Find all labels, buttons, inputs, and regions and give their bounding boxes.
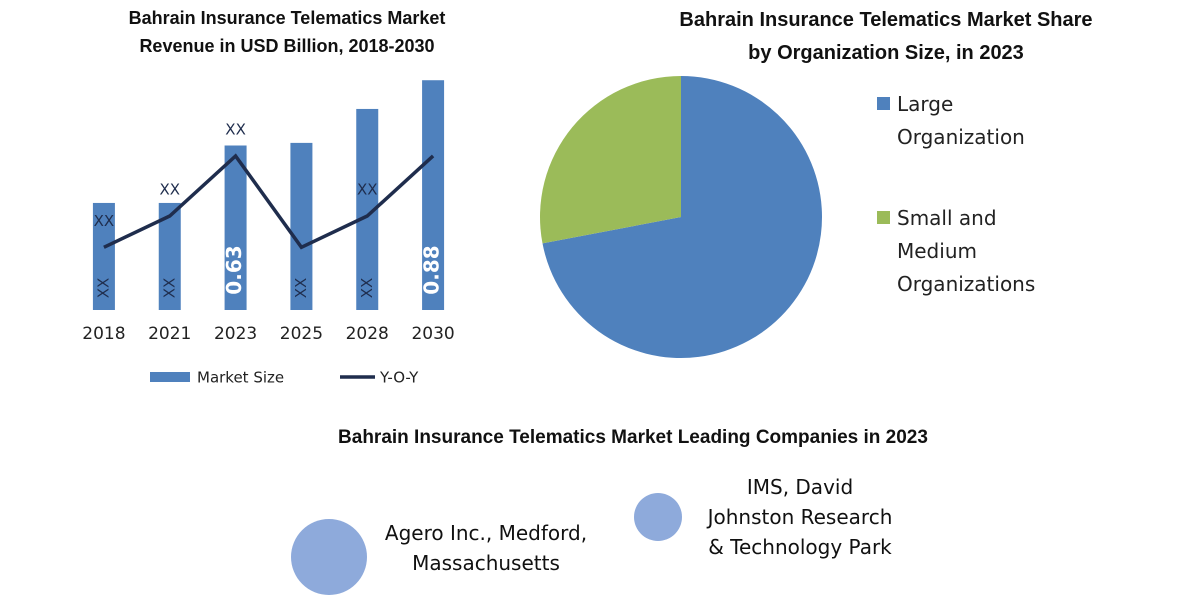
legend-label: Market Size: [197, 369, 284, 387]
x-tick-label: 2023: [214, 324, 257, 344]
bar-value-label: XX: [94, 278, 112, 299]
company-bubble: [634, 493, 682, 541]
line-value-label: XX: [225, 120, 246, 138]
company-label: Agero Inc., Medford, Massachusetts: [384, 521, 588, 575]
bar: [92, 202, 115, 310]
companies-title: Bahrain Insurance Telematics Market Lead…: [338, 427, 928, 448]
line-value-label: XX: [159, 181, 180, 199]
legend-label: Large Organization: [897, 92, 1025, 149]
x-tick-label: 2018: [82, 324, 125, 344]
x-tick-label: 2030: [411, 324, 454, 344]
legend-label: Small and Medium Organizations: [897, 206, 1036, 296]
bar: [356, 108, 379, 310]
company-label: IMS, David Johnston Research & Technolog…: [707, 475, 893, 559]
bar-value-label: XX: [292, 278, 310, 299]
pie-slice: [540, 76, 681, 244]
bar: [224, 145, 247, 310]
x-tick-label: 2021: [148, 324, 191, 344]
bar: [422, 80, 445, 310]
x-tick-label: 2025: [280, 324, 323, 344]
line: [103, 153, 435, 250]
legend-swatch: [877, 211, 890, 224]
pie-slice: [542, 76, 823, 358]
line-value-label: XX: [94, 212, 115, 230]
bar-value-label: 0.63: [222, 245, 246, 294]
bar-chart-title: Bahrain Insurance Telematics Market Reve…: [128, 8, 446, 56]
legend-swatch: [150, 372, 190, 382]
bar-value-label: 0.88: [420, 245, 444, 294]
bar-value-label: XX: [358, 278, 376, 299]
bar: [290, 142, 313, 310]
x-tick-label: 2028: [346, 324, 389, 344]
bar: [158, 202, 181, 310]
pie-chart-title: Bahrain Insurance Telematics Market Shar…: [679, 9, 1093, 64]
bar-value-label: XX: [160, 278, 178, 299]
legend-label: Y-O-Y: [379, 369, 419, 387]
company-bubble: [291, 519, 367, 595]
line-value-label: XX: [357, 181, 378, 199]
legend-swatch: [877, 97, 890, 110]
